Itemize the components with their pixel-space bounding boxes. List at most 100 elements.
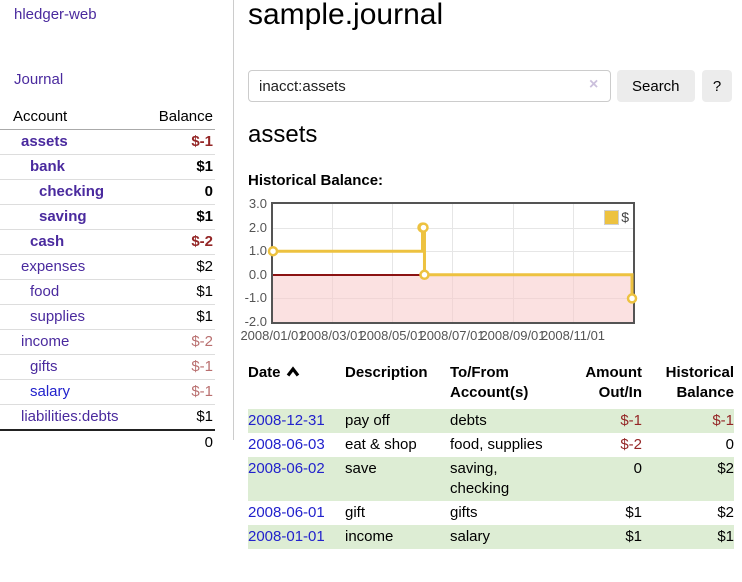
transaction-date-link[interactable]: 2008-12-31 [248, 412, 325, 429]
transaction-description: pay off [345, 412, 390, 429]
account-link-saving[interactable]: saving [39, 208, 87, 225]
accounts-table-header: Account Balance [0, 104, 215, 130]
account-row: expenses $2 [0, 255, 215, 280]
transaction-date-link[interactable]: 2008-06-03 [248, 436, 325, 453]
account-link-cash[interactable]: cash [30, 233, 65, 250]
accounts-total-row: 0 [0, 429, 215, 455]
help-button[interactable]: ? [702, 70, 732, 102]
transaction-date-link[interactable]: 2008-01-01 [248, 528, 325, 545]
transaction-balance: $-1 [712, 412, 734, 429]
register-row: 2008-06-02 save saving, checking 0 $2 [248, 457, 734, 501]
register-row: 2008-06-03 eat & shop food, supplies $-2 0 [248, 433, 734, 457]
x-gridline [573, 204, 574, 322]
transaction-amount: $1 [625, 528, 642, 545]
transaction-accounts: salary [450, 528, 491, 545]
account-link-liabilities-debts[interactable]: liabilities:debts [21, 408, 119, 425]
transaction-balance: $2 [717, 504, 734, 521]
app-brand-link[interactable]: hledger-web [14, 6, 97, 23]
account-row: saving $1 [0, 205, 215, 230]
sort-ascending-icon [286, 366, 299, 377]
negative-region [273, 274, 633, 322]
account-balance: $-1 [191, 133, 213, 150]
transaction-balance: 0 [725, 436, 734, 453]
account-balance: $1 [196, 208, 213, 225]
accounts-table: Account Balance assets $-1 bank $1 checking 0… [0, 104, 215, 455]
register-header-label: Date [248, 364, 281, 381]
x-axis-tick-label: 2008/05/01 [359, 328, 425, 343]
nav-journal-link[interactable]: Journal [14, 71, 64, 88]
register-row: 2008-06-01 gift gifts $1 $2 [248, 501, 734, 525]
y-axis-tick-label: 1.0 [248, 243, 267, 259]
account-row: gifts $-1 [0, 355, 215, 380]
x-axis-tick-label: 2008/11/01 [540, 328, 606, 343]
account-link-expenses[interactable]: expenses [21, 258, 86, 275]
transaction-description: income [345, 528, 394, 545]
account-link-bank[interactable]: bank [30, 158, 66, 175]
account-balance: $2 [196, 258, 213, 275]
x-axis-tick-label: 2008/01/01 [240, 328, 306, 343]
legend-color-swatch [604, 209, 620, 225]
x-axis-tick-label: 2008/03/01 [299, 328, 365, 343]
account-balance: $1 [196, 408, 213, 425]
transaction-date-link[interactable]: 2008-06-01 [248, 504, 325, 521]
x-gridline [332, 204, 334, 322]
x-gridline [513, 204, 514, 322]
account-row: bank $1 [0, 155, 215, 180]
filtered-account-title: assets [248, 121, 318, 148]
account-row: assets $-1 [0, 130, 215, 155]
account-link-food[interactable]: food [30, 283, 60, 300]
register-header-label: Amount Out/In [585, 364, 642, 401]
transaction-accounts: gifts [450, 504, 478, 521]
y-axis-tick-label: 0.0 [248, 266, 267, 282]
transaction-date-link[interactable]: 2008-06-02 [248, 460, 325, 477]
y-gridline [273, 251, 633, 253]
register-header-label: Description [345, 364, 428, 381]
account-link-assets[interactable]: assets [21, 133, 68, 150]
account-balance: $-2 [191, 233, 213, 250]
clear-search-icon[interactable]: × [589, 76, 599, 93]
accounts-header-balance: Balance [158, 108, 213, 125]
account-row: liabilities:debts $1 [0, 405, 215, 429]
balance-series-line [267, 222, 638, 304]
chart-title: Historical Balance: [248, 172, 384, 189]
accounts-header-account: Account [13, 108, 68, 125]
register-header-date[interactable]: Date [248, 361, 345, 409]
account-link-gifts[interactable]: gifts [30, 358, 58, 375]
transaction-description: save [345, 460, 377, 477]
register-header-label: To/From Account(s) [450, 364, 529, 401]
search-button[interactable]: Search [617, 70, 695, 102]
account-link-income[interactable]: income [21, 333, 70, 350]
account-link-supplies[interactable]: supplies [30, 308, 86, 325]
register-header-historical: Historical Balance [642, 361, 734, 409]
historical-balance-chart[interactable]: 3.0 2.0 1.0 0.0 -1.0 -2.0 2008/01/01 2008/03/01… [240, 196, 638, 343]
account-balance: $-1 [191, 383, 213, 400]
main-content: sample.journal × Search ? assets Histori… [240, 0, 738, 582]
transaction-amount: $1 [625, 504, 642, 521]
search-input[interactable] [248, 70, 611, 102]
y-axis-tick-label: -1.0 [244, 290, 267, 306]
register-row: 2008-01-01 income salary $1 $1 [248, 525, 734, 549]
register-header-description: Description [345, 361, 450, 409]
transaction-accounts: food, supplies [450, 436, 543, 453]
y-axis-tick-label: -2.0 [244, 314, 267, 329]
transaction-description: eat & shop [345, 436, 417, 453]
register-table: Date Description To/From Account(s) Amount … [248, 361, 734, 549]
account-balance: $-1 [191, 358, 213, 375]
account-balance: $-2 [191, 333, 213, 350]
account-balance: $1 [196, 308, 213, 325]
transaction-balance: $1 [717, 528, 734, 545]
account-row: checking 0 [0, 180, 215, 205]
legend-label: $ [621, 209, 629, 225]
data-point-marker [419, 269, 430, 281]
register-row: 2008-12-31 pay off debts $-1 $-1 [248, 409, 734, 433]
data-point-marker [418, 222, 429, 233]
account-balance: 0 [204, 183, 213, 200]
sidebar-divider [233, 0, 234, 440]
x-axis-tick-label: 2008/07/01 [419, 328, 485, 343]
transaction-description: gift [345, 504, 366, 521]
y-gridline [273, 227, 633, 229]
transaction-accounts: saving, checking [450, 460, 510, 497]
account-link-salary[interactable]: salary [30, 383, 71, 400]
account-link-checking[interactable]: checking [39, 183, 105, 200]
transaction-amount: $-1 [620, 412, 642, 429]
